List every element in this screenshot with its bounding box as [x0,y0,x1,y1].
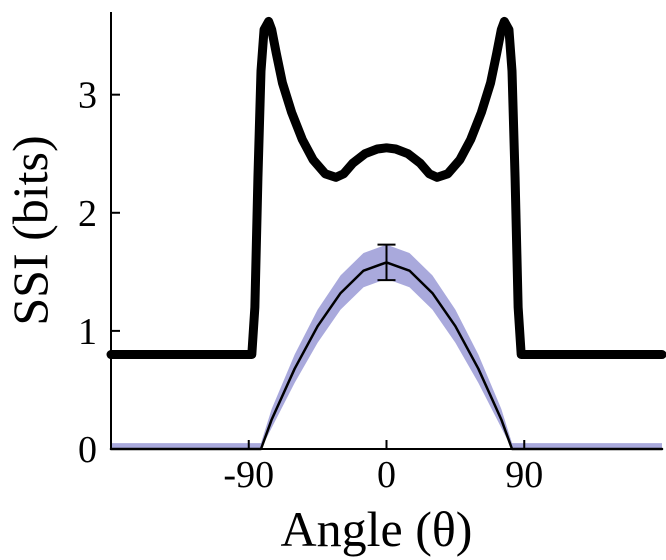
x-axis-title: Angle (θ) [281,501,473,557]
y-tick-label: 2 [78,193,97,235]
y-axis-title: SSI (bits) [2,135,58,325]
x-tick-label: 0 [377,454,396,496]
y-tick-label: 1 [78,311,97,353]
y-tick-label: 0 [78,429,97,471]
x-tick-label: -90 [223,454,274,496]
y-tick-label: 3 [78,75,97,117]
x-tick-label: 90 [505,454,543,496]
series-line-upper [106,16,666,360]
